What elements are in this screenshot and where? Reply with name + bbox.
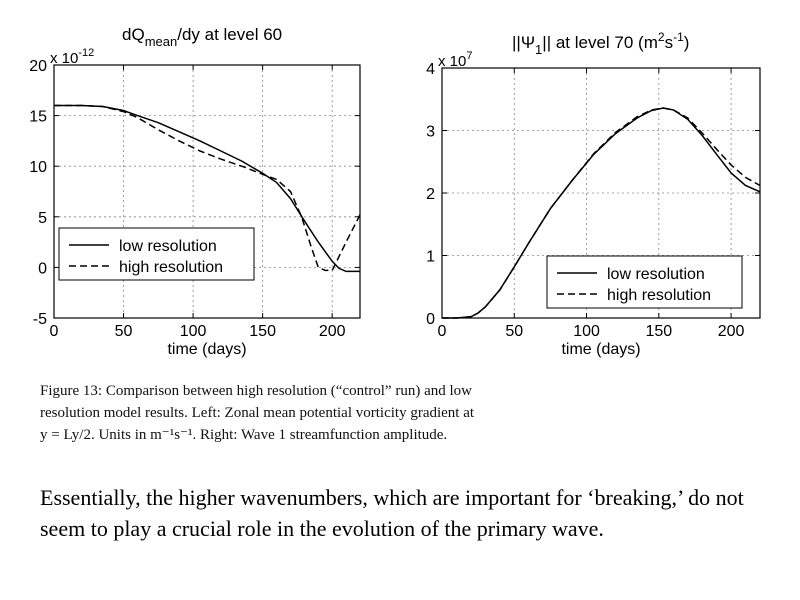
- right-y-tick-label: 3: [426, 124, 435, 141]
- left-series-high-resolution-line: [54, 104, 361, 272]
- summary-note: Essentially, the higher wavenumbers, whi…: [40, 485, 744, 541]
- right-x-tick-label: 0: [438, 323, 447, 340]
- right-y-tick-label: 4: [426, 61, 435, 78]
- left-y-tick-label: 5: [38, 210, 47, 227]
- left-plot-exponent: x 10-12: [50, 47, 94, 67]
- left-x-axis-label: time (days): [167, 341, 246, 358]
- right-x-tick-label: 200: [718, 323, 745, 340]
- left-x-tick-label: 100: [180, 323, 207, 340]
- right-x-tick-label: 50: [505, 323, 523, 340]
- left-y-tick-label: -5: [33, 311, 47, 328]
- left-legend-label: low resolution: [119, 238, 217, 255]
- right-x-tick-label: 150: [645, 323, 672, 340]
- right-x-tick-label: 100: [573, 323, 600, 340]
- left-y-tick-label: 15: [29, 109, 47, 126]
- figure-caption: Figure 13: Comparison between high resol…: [40, 380, 740, 446]
- right-legend-label: high resolution: [607, 287, 711, 304]
- right-y-tick-label: 1: [426, 249, 435, 266]
- right-plot-title: ||Ψ1|| at level 70 (m2s-1): [512, 30, 689, 57]
- right-plot: ||Ψ1|| at level 70 (m2s-1) x 107 0 50 100 1…: [426, 30, 761, 358]
- caption-line-1: Figure 13: Comparison between high resol…: [40, 383, 472, 399]
- left-y-tick-label: 0: [38, 260, 47, 277]
- left-plot-title: dQmean/dy at level 60: [122, 25, 282, 49]
- caption-line-2: resolution model results. Left: Zonal me…: [40, 405, 475, 421]
- right-plot-exponent: x 107: [438, 50, 472, 70]
- left-legend-label: high resolution: [119, 259, 223, 276]
- left-plot: dQmean/dy at level 60 x 10-12 0 50 100 150 2…: [29, 25, 361, 358]
- right-legend-box: [546, 255, 743, 309]
- right-y-tick-label: 2: [426, 186, 435, 203]
- caption-line-3: y = Ly/2. Units in m⁻¹s⁻¹. Right: Wave 1…: [40, 427, 448, 443]
- right-x-axis-label: time (days): [561, 341, 640, 358]
- left-x-tick-label: 50: [115, 323, 133, 340]
- right-series-low-resolution-line: [442, 107, 761, 319]
- right-legend-label: low resolution: [607, 266, 705, 283]
- left-x-tick-label: 150: [249, 323, 276, 340]
- left-y-tick-label: 20: [29, 58, 47, 75]
- left-y-tick-label: 10: [29, 159, 47, 176]
- left-legend-box: [58, 227, 255, 281]
- left-series-low-resolution-line: [54, 104, 360, 273]
- left-plot-frame: [53, 64, 361, 319]
- right-series-high-resolution-line: [442, 107, 761, 319]
- right-y-tick-label: 0: [426, 311, 435, 328]
- left-x-tick-label: 200: [319, 323, 346, 340]
- left-x-tick-label: 0: [50, 323, 59, 340]
